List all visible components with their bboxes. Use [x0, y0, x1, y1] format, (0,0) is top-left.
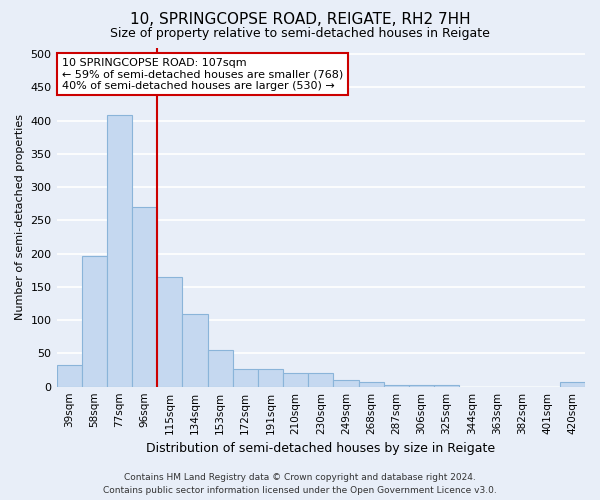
- Bar: [383, 384, 409, 386]
- Bar: [258, 370, 283, 386]
- Bar: [283, 374, 308, 386]
- Bar: [82, 256, 107, 386]
- Bar: [157, 277, 182, 386]
- X-axis label: Distribution of semi-detached houses by size in Reigate: Distribution of semi-detached houses by …: [146, 442, 496, 455]
- Text: Contains HM Land Registry data © Crown copyright and database right 2024.
Contai: Contains HM Land Registry data © Crown c…: [103, 474, 497, 495]
- Bar: [409, 384, 434, 386]
- Bar: [359, 382, 383, 386]
- Bar: [233, 370, 258, 386]
- Bar: [560, 382, 585, 386]
- Bar: [208, 350, 233, 387]
- Bar: [107, 116, 132, 386]
- Bar: [308, 374, 334, 386]
- Bar: [182, 314, 208, 386]
- Text: 10 SPRINGCOPSE ROAD: 107sqm
← 59% of semi-detached houses are smaller (768)
40% : 10 SPRINGCOPSE ROAD: 107sqm ← 59% of sem…: [62, 58, 343, 91]
- Bar: [434, 384, 459, 386]
- Text: Size of property relative to semi-detached houses in Reigate: Size of property relative to semi-detach…: [110, 28, 490, 40]
- Y-axis label: Number of semi-detached properties: Number of semi-detached properties: [15, 114, 25, 320]
- Bar: [132, 207, 157, 386]
- Text: 10, SPRINGCOPSE ROAD, REIGATE, RH2 7HH: 10, SPRINGCOPSE ROAD, REIGATE, RH2 7HH: [130, 12, 470, 28]
- Bar: [56, 364, 82, 386]
- Bar: [334, 380, 359, 386]
